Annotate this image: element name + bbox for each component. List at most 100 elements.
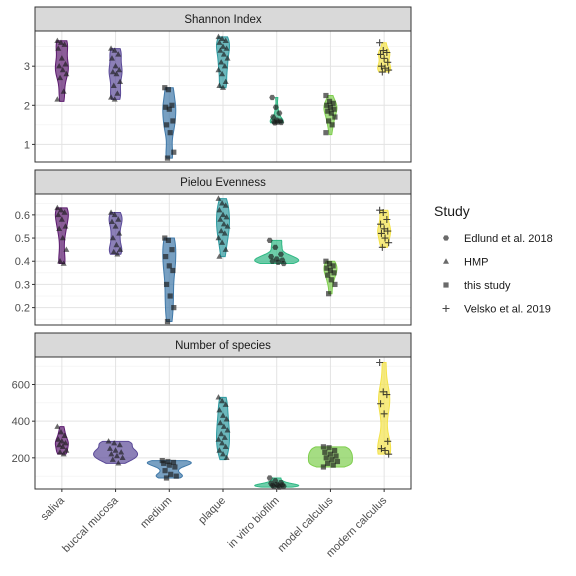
y-tick-label: 200 <box>12 453 30 465</box>
data-point <box>384 437 392 445</box>
data-point <box>376 39 384 47</box>
data-point <box>215 394 222 400</box>
data-point <box>329 122 335 128</box>
data-point <box>223 213 230 220</box>
data-point <box>161 460 167 466</box>
legend-key-plus <box>442 305 450 312</box>
data-point <box>115 51 122 57</box>
data-point <box>332 281 338 288</box>
data-point <box>166 462 172 468</box>
data-point <box>59 234 66 241</box>
data-point <box>117 78 124 85</box>
data-point <box>219 200 226 206</box>
legend-entry: Velsko et al. 2019 <box>442 304 551 316</box>
data-point <box>109 456 116 462</box>
data-point <box>117 246 124 252</box>
data-point <box>171 305 177 311</box>
data-point <box>220 423 227 429</box>
data-point <box>59 66 66 73</box>
data-point <box>218 227 225 234</box>
data-point <box>376 206 384 214</box>
data-point <box>163 254 169 260</box>
data-point <box>270 484 277 490</box>
data-point <box>224 427 231 433</box>
data-point <box>328 110 334 116</box>
data-point <box>54 423 61 429</box>
data-point <box>217 47 224 53</box>
data-point <box>57 449 64 455</box>
data-point <box>220 412 226 418</box>
data-point <box>272 104 279 110</box>
data-point <box>330 100 336 106</box>
data-point <box>266 475 273 481</box>
x-tick-label: in vitro biofilm <box>226 495 282 551</box>
data-point <box>119 454 126 461</box>
data-point <box>110 248 117 255</box>
data-point <box>61 209 68 215</box>
data-point <box>118 449 125 455</box>
data-point <box>379 47 387 55</box>
data-point <box>325 272 331 278</box>
data-point <box>216 39 223 45</box>
data-point <box>162 85 168 91</box>
data-point <box>112 223 119 229</box>
data-point <box>323 92 329 99</box>
legend-entry: Edlund et al. 2018 <box>443 233 553 245</box>
data-point <box>381 234 389 242</box>
data-point <box>216 253 223 259</box>
legend-label: this study <box>464 280 511 292</box>
data-point <box>218 59 225 65</box>
data-point <box>383 391 391 399</box>
data-point <box>220 211 226 218</box>
legend-entry: HMP <box>443 257 488 269</box>
data-point <box>60 260 67 266</box>
data-point <box>323 130 329 136</box>
data-point <box>332 447 338 454</box>
violin-model-calculus <box>307 446 353 468</box>
facet-panels: Shannon Index 1 2 3 Pielou Evenness 0.2 0.3 0.4… <box>12 6 412 490</box>
x-tick-label: buccal mucosa <box>60 494 121 555</box>
data-point <box>114 251 121 257</box>
data-point <box>58 216 65 222</box>
data-point <box>216 406 223 413</box>
data-point <box>377 50 385 58</box>
data-point <box>219 70 226 77</box>
data-point <box>170 459 177 466</box>
data-point <box>383 49 391 57</box>
data-point <box>385 239 393 247</box>
data-point <box>377 445 385 453</box>
data-point <box>220 220 227 227</box>
data-point <box>280 260 287 267</box>
data-point <box>221 434 228 440</box>
data-point <box>330 263 336 269</box>
data-point <box>113 70 120 77</box>
data-point <box>220 51 227 57</box>
data-point <box>166 263 172 269</box>
data-point <box>166 106 172 112</box>
data-point <box>378 243 386 251</box>
data-point <box>220 450 226 457</box>
data-point <box>59 443 66 450</box>
legend: Study Edlund et al. 2018 HMP this study Vel… <box>434 203 553 316</box>
data-point <box>63 70 70 77</box>
data-point <box>110 82 117 88</box>
data-point <box>223 454 230 461</box>
data-point <box>105 438 112 444</box>
facet-panel: Shannon Index 1 2 3 <box>24 6 412 163</box>
data-point <box>271 120 278 126</box>
data-point <box>326 260 333 267</box>
y-tick-label: 0.4 <box>15 256 30 268</box>
data-point <box>379 388 387 396</box>
data-point <box>163 104 169 110</box>
data-point <box>224 223 231 229</box>
data-point <box>384 58 392 66</box>
data-point <box>165 237 171 243</box>
data-point <box>215 436 222 442</box>
data-point <box>222 78 229 85</box>
data-point <box>62 439 69 446</box>
data-point <box>377 62 385 70</box>
x-tick-label: plaque <box>196 495 228 527</box>
data-point <box>111 47 118 53</box>
data-point <box>329 457 335 463</box>
